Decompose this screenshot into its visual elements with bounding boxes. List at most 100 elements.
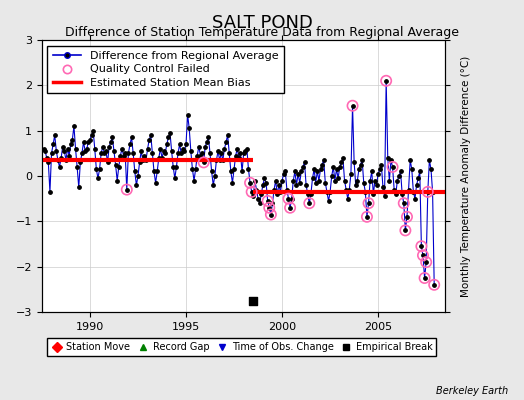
- Point: [223, 132, 232, 138]
- Point: [315, 177, 323, 184]
- Point: [379, 184, 387, 190]
- Point: [94, 175, 102, 182]
- Point: [265, 204, 274, 211]
- Point: [159, 148, 168, 154]
- Point: [264, 198, 272, 204]
- Point: [41, 148, 49, 154]
- Point: [145, 136, 154, 143]
- Point: [270, 186, 278, 193]
- Point: [225, 150, 234, 156]
- Point: [373, 182, 381, 188]
- Point: [385, 177, 394, 184]
- Point: [102, 148, 110, 154]
- Point: [335, 164, 344, 170]
- Point: [305, 200, 313, 206]
- Point: [380, 193, 389, 200]
- Point: [83, 146, 91, 152]
- Point: [342, 186, 351, 193]
- Point: [129, 150, 137, 156]
- Point: [44, 159, 52, 166]
- Point: [71, 146, 80, 152]
- Point: [376, 166, 384, 172]
- Point: [249, 298, 257, 304]
- Point: [135, 159, 144, 166]
- Point: [91, 146, 99, 152]
- Point: [110, 148, 118, 154]
- Point: [56, 164, 64, 170]
- Point: [222, 139, 230, 145]
- Point: [328, 173, 336, 179]
- Point: [416, 168, 424, 175]
- Point: [285, 196, 293, 202]
- Point: [74, 184, 83, 190]
- Point: [113, 177, 122, 184]
- Point: [417, 243, 425, 250]
- Point: [366, 177, 374, 184]
- Point: [422, 259, 430, 265]
- Point: [137, 148, 145, 154]
- Point: [171, 175, 179, 182]
- Point: [168, 148, 176, 154]
- Point: [364, 200, 373, 206]
- Point: [292, 182, 301, 188]
- Point: [324, 198, 333, 204]
- Point: [282, 186, 291, 193]
- Point: [422, 259, 430, 265]
- Point: [70, 123, 78, 129]
- Point: [112, 162, 120, 168]
- Point: [285, 196, 293, 202]
- Point: [420, 275, 429, 281]
- Point: [276, 189, 285, 195]
- Point: [123, 186, 131, 193]
- Point: [169, 164, 178, 170]
- Point: [429, 189, 437, 195]
- Point: [191, 166, 200, 172]
- Point: [206, 150, 214, 156]
- Point: [302, 182, 310, 188]
- Point: [39, 146, 48, 152]
- Point: [68, 136, 77, 143]
- Point: [187, 148, 195, 154]
- Point: [147, 132, 155, 138]
- Point: [247, 189, 256, 195]
- Point: [275, 182, 283, 188]
- Point: [150, 168, 158, 175]
- Point: [254, 196, 262, 202]
- Point: [307, 191, 315, 197]
- Point: [374, 170, 383, 177]
- Point: [63, 146, 72, 152]
- Point: [262, 180, 270, 186]
- Point: [363, 214, 371, 220]
- Point: [388, 164, 397, 170]
- Point: [89, 128, 97, 134]
- Point: [345, 186, 354, 193]
- Point: [134, 173, 142, 179]
- Point: [148, 150, 157, 156]
- Point: [60, 148, 69, 154]
- Point: [400, 200, 408, 206]
- Point: [124, 150, 133, 156]
- Point: [267, 211, 275, 218]
- Point: [215, 157, 224, 163]
- Point: [393, 177, 401, 184]
- Point: [430, 282, 439, 288]
- Point: [267, 211, 275, 218]
- Point: [308, 175, 316, 182]
- Point: [81, 148, 90, 154]
- Point: [228, 180, 237, 186]
- Legend: Station Move, Record Gap, Time of Obs. Change, Empirical Break: Station Move, Record Gap, Time of Obs. C…: [47, 338, 436, 356]
- Point: [241, 148, 249, 154]
- Point: [348, 102, 357, 109]
- Point: [425, 157, 433, 163]
- Point: [227, 168, 235, 175]
- Point: [303, 191, 312, 197]
- Point: [212, 157, 221, 163]
- Point: [67, 141, 75, 148]
- Point: [310, 166, 318, 172]
- Point: [177, 150, 185, 156]
- Point: [265, 204, 274, 211]
- Point: [371, 177, 379, 184]
- Point: [356, 162, 365, 168]
- Point: [179, 146, 187, 152]
- Point: [331, 177, 339, 184]
